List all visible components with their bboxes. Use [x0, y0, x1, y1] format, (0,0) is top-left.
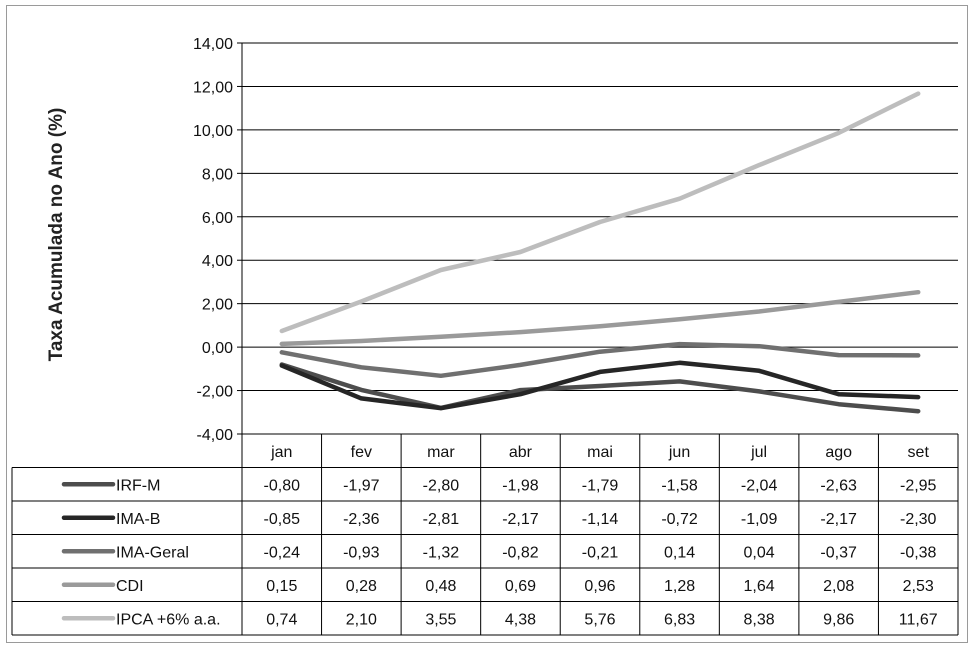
data-label: -0,85: [264, 511, 301, 528]
legend-label-ipca-6-a-a: IPCA +6% a.a.: [116, 611, 221, 628]
data-label: 5,76: [584, 611, 615, 628]
data-label: -0,21: [582, 544, 619, 561]
series-lines: [279, 91, 921, 414]
data-label: -2,95: [900, 477, 937, 494]
gridlines: [242, 42, 958, 435]
x-category-label: mar: [427, 444, 455, 461]
y-tick-label: 6,00: [202, 210, 233, 227]
legend-label-ima-b: IMA-B: [116, 511, 160, 528]
data-label: 6,83: [664, 611, 695, 628]
data-label: -2,63: [820, 477, 857, 494]
x-category-label: jul: [750, 444, 767, 461]
x-category-label: set: [908, 444, 930, 461]
data-label: 4,38: [505, 611, 536, 628]
data-label: -1,97: [343, 477, 380, 494]
data-label: 2,08: [823, 578, 854, 595]
data-label: 1,64: [744, 578, 775, 595]
legend-label-irf-m: IRF-M: [116, 477, 160, 494]
legend-label-cdi: CDI: [116, 578, 144, 595]
data-label: 0,69: [505, 578, 536, 595]
data-label: -1,58: [661, 477, 698, 494]
data-label: 11,67: [899, 611, 938, 628]
x-category-label: jun: [668, 444, 690, 461]
x-category-label: mai: [587, 444, 613, 461]
legend-label-ima-geral: IMA-Geral: [116, 544, 189, 561]
y-tick-label: 10,00: [193, 123, 233, 140]
data-label: 2,53: [903, 578, 934, 595]
data-label: -1,14: [582, 511, 619, 528]
data-label: 9,86: [823, 611, 854, 628]
data-label: -0,38: [900, 544, 937, 561]
data-label: -2,17: [820, 511, 857, 528]
data-label: -0,72: [661, 511, 698, 528]
y-tick-label: 0,00: [202, 340, 233, 357]
data-label: -2,81: [423, 511, 460, 528]
data-label: 0,48: [425, 578, 456, 595]
x-category-label: ago: [825, 444, 852, 461]
y-tick-label: -4,00: [197, 427, 234, 444]
x-category-label: jan: [270, 444, 292, 461]
series-line-cdi: [279, 289, 921, 347]
data-label: -2,17: [502, 511, 539, 528]
data-label: -1,79: [582, 477, 619, 494]
data-label: -2,30: [900, 511, 937, 528]
y-tick-label: 12,00: [193, 79, 233, 96]
data-label: -2,04: [741, 477, 778, 494]
series-line-ima-geral: [279, 341, 921, 379]
data-label: 1,28: [664, 578, 695, 595]
x-category-label: abr: [509, 444, 533, 461]
data-label: 0,14: [664, 544, 695, 561]
series-line-ipca-6-a-a: [279, 91, 921, 334]
y-axis: -4,00 -2,00 0,00 2,00 4,00 6,00 8,00 10,00 12,00…: [193, 36, 243, 444]
series-line-irf-m: [279, 362, 921, 414]
chart-frame: -4,00 -2,00 0,00 2,00 4,00 6,00 8,00 10,00 12,00…: [6, 5, 968, 643]
data-label: 0,04: [744, 544, 775, 561]
data-label: -1,09: [741, 511, 778, 528]
data-label: 0,96: [584, 578, 615, 595]
y-axis-label: Taxa Acumulada no Ano (%): [46, 108, 67, 362]
data-label: -1,98: [502, 477, 539, 494]
series-line-ima-b: [279, 360, 921, 411]
line-chart-with-data-table: -4,00 -2,00 0,00 2,00 4,00 6,00 8,00 10,00 12,00…: [11, 36, 959, 636]
data-label: 3,55: [425, 611, 456, 628]
data-label: 8,38: [744, 611, 775, 628]
data-label: -0,93: [343, 544, 380, 561]
data-label: -1,32: [423, 544, 460, 561]
y-tick-label: 8,00: [202, 166, 233, 183]
data-label: -2,36: [343, 511, 380, 528]
data-label: -2,80: [423, 477, 460, 494]
x-category-label: fev: [351, 444, 372, 461]
data-label: 0,15: [266, 578, 297, 595]
data-label: -0,82: [502, 544, 539, 561]
y-tick-label: 2,00: [202, 297, 233, 314]
data-label: 0,74: [266, 611, 297, 628]
data-table: jan fev mar abr mai jun jul ago set IRF-M -0,80 -1,…: [11, 434, 959, 636]
data-label: 2,10: [346, 611, 377, 628]
y-tick-label: -2,00: [197, 384, 234, 401]
data-label: -0,24: [264, 544, 301, 561]
y-tick-label: 14,00: [193, 36, 233, 53]
data-label: -0,37: [820, 544, 857, 561]
data-label: -0,80: [264, 477, 301, 494]
y-tick-label: 4,00: [202, 253, 233, 270]
data-label: 0,28: [346, 578, 377, 595]
